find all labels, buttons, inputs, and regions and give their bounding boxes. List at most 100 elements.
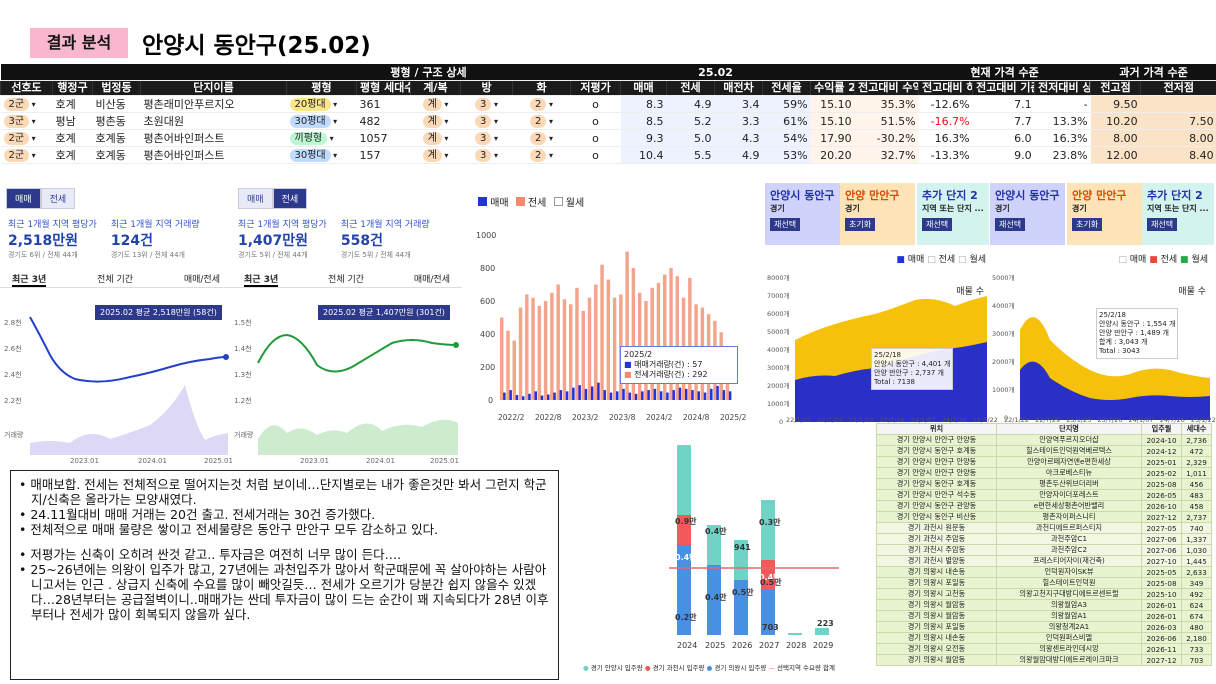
column-header[interactable]: 전고대비 수익률 bbox=[854, 80, 919, 96]
price-line bbox=[257, 333, 457, 373]
supply-cell: 740 bbox=[1181, 522, 1212, 534]
dropdown-pill[interactable]: 끼평형 bbox=[289, 132, 328, 145]
dropdown-pill[interactable]: 20평대 bbox=[289, 98, 331, 111]
dropdown-pill[interactable]: 2 bbox=[530, 115, 547, 128]
chevron-down-icon[interactable]: ▾ bbox=[441, 151, 449, 160]
dropdown-pill[interactable]: 계 bbox=[422, 132, 442, 145]
x-tick: 2025 bbox=[705, 641, 725, 650]
chevron-down-icon[interactable]: ▾ bbox=[29, 134, 36, 143]
chevron-down-icon[interactable]: ▾ bbox=[29, 100, 36, 109]
column-header[interactable]: 전저점 bbox=[1140, 80, 1216, 96]
column-header[interactable]: 단지이름 bbox=[140, 80, 287, 96]
tab-all-period[interactable]: 전체 기간 bbox=[328, 275, 365, 285]
region-select-card[interactable]: 안양 만안구 경기 초기화 bbox=[1067, 183, 1142, 245]
column-header[interactable]: 전고대비 하락 bbox=[918, 80, 973, 96]
chevron-down-icon[interactable]: ▾ bbox=[546, 134, 553, 143]
jeonse-bar bbox=[594, 284, 598, 400]
region-button[interactable]: 재선택 bbox=[995, 218, 1026, 231]
region-button[interactable]: 초기화 bbox=[845, 218, 876, 231]
region-button[interactable]: 재선택 bbox=[922, 218, 953, 231]
region-select-card[interactable]: 안양 만안구 경기 초기화 bbox=[840, 183, 915, 245]
column-header[interactable]: 전저대비 상승 bbox=[1034, 80, 1091, 96]
tab-jeonse[interactable]: 전세 bbox=[40, 188, 76, 209]
column-header[interactable]: 계/복 bbox=[410, 80, 461, 96]
dropdown-pill[interactable]: 계 bbox=[422, 98, 442, 111]
table-row[interactable]: 3군 ▾ 평남 평촌동 초원대원 30평대 ▾ 482 계 ▾ 3 ▾ 2 ▾ o 8.5 5.2 3.… bbox=[0, 112, 1216, 130]
region-select-card[interactable]: 추가 단지 2 지역 또는 단지 ... 재선택 bbox=[917, 183, 989, 245]
chevron-down-icon[interactable]: ▾ bbox=[330, 151, 338, 160]
chevron-down-icon[interactable]: ▾ bbox=[441, 134, 449, 143]
sale-bar bbox=[697, 391, 701, 400]
column-header[interactable]: 매전차 bbox=[714, 80, 763, 96]
table-row[interactable]: 2군 ▾ 호계 호계동 평촌어바인퍼스트 30평대 ▾ 157 계 ▾ 3 ▾ 2 ▾ o 10.4… bbox=[0, 146, 1216, 164]
column-header[interactable]: 화 bbox=[511, 80, 571, 96]
chevron-down-icon[interactable]: ▾ bbox=[330, 100, 338, 109]
kpi-value: 124건 bbox=[110, 233, 153, 249]
chevron-down-icon[interactable]: ▾ bbox=[441, 100, 449, 109]
tab-sale-jeonse[interactable]: 매매/전세 bbox=[183, 275, 220, 285]
dropdown-pill[interactable]: 3 bbox=[475, 149, 492, 162]
tooltip-line: 전세거래량(건) : 292 bbox=[634, 370, 708, 379]
column-header[interactable]: 저평가 bbox=[570, 80, 621, 96]
chevron-down-icon[interactable]: ▾ bbox=[546, 100, 553, 109]
dropdown-pill[interactable]: 2 bbox=[530, 149, 547, 162]
dropdown-pill[interactable]: 2 bbox=[530, 98, 547, 111]
tab-sale[interactable]: 매매 bbox=[238, 188, 273, 209]
dropdown-pill[interactable]: 3군 bbox=[3, 115, 30, 128]
tab-recent-3y[interactable]: 최근 3년 bbox=[244, 272, 279, 287]
chevron-down-icon[interactable]: ▾ bbox=[29, 151, 36, 160]
table-cell: 20.20 bbox=[810, 146, 855, 164]
dropdown-pill[interactable]: 계 bbox=[422, 149, 442, 162]
region-select-card[interactable]: 추가 단지 2 지역 또는 단지 ... 재선택 bbox=[1142, 183, 1214, 245]
region-button[interactable]: 초기화 bbox=[1072, 218, 1103, 231]
column-header[interactable]: 선호도 bbox=[0, 80, 53, 96]
column-header[interactable]: 전세율 bbox=[762, 80, 811, 96]
chevron-down-icon[interactable]: ▾ bbox=[29, 117, 36, 126]
tab-sale-jeonse[interactable]: 매매/전세 bbox=[413, 275, 450, 285]
dropdown-pill[interactable]: 3 bbox=[475, 132, 492, 145]
column-header[interactable]: 매매 bbox=[620, 80, 667, 96]
chevron-down-icon[interactable]: ▾ bbox=[491, 134, 498, 143]
table-row[interactable]: 2군 ▾ 호계 비산동 평촌래미안푸르지오 20평대 ▾ 361 계 ▾ 3 ▾ 2 ▾ o 8.3… bbox=[0, 95, 1216, 113]
tab-all-period[interactable]: 전체 기간 bbox=[97, 275, 134, 285]
column-header[interactable]: 수익률 200% bbox=[810, 80, 855, 96]
chevron-down-icon[interactable]: ▾ bbox=[491, 100, 498, 109]
column-header[interactable]: 전세 bbox=[666, 80, 715, 96]
dropdown-pill[interactable]: 3 bbox=[475, 115, 492, 128]
tab-recent-3y[interactable]: 최근 3년 bbox=[12, 272, 47, 287]
region-select-card[interactable]: 안양시 동안구 경기 재선택 bbox=[990, 183, 1065, 245]
column-header[interactable]: 방 bbox=[460, 80, 513, 96]
jeonse-bar bbox=[525, 294, 529, 400]
chevron-down-icon[interactable]: ▾ bbox=[441, 117, 449, 126]
dropdown-pill[interactable]: 3 bbox=[475, 98, 492, 111]
dropdown-pill[interactable]: 30평대 bbox=[289, 149, 331, 162]
column-header[interactable]: 법정동 bbox=[92, 80, 141, 96]
chevron-down-icon[interactable]: ▾ bbox=[546, 151, 553, 160]
region-button[interactable]: 재선택 bbox=[770, 218, 801, 231]
column-header[interactable]: 평형 세대수 bbox=[356, 80, 411, 96]
dropdown-pill[interactable]: 2군 bbox=[3, 132, 30, 145]
dropdown-pill[interactable]: 30평대 bbox=[289, 115, 331, 128]
region-select-card[interactable]: 안양시 동안구 경기 재선택 bbox=[765, 183, 840, 245]
supply-cell: 2025-10 bbox=[1141, 588, 1182, 600]
table-cell: 7.50 bbox=[1140, 112, 1216, 130]
dropdown-pill[interactable]: 계 bbox=[422, 115, 442, 128]
table-cell: 9.3 bbox=[620, 129, 667, 147]
column-header[interactable]: 행정구 bbox=[52, 80, 93, 96]
column-header[interactable]: 전고점 bbox=[1090, 80, 1141, 96]
legend-swatch bbox=[553, 197, 563, 206]
dropdown-pill[interactable]: 2 bbox=[530, 132, 547, 145]
dropdown-pill[interactable]: 2군 bbox=[3, 149, 30, 162]
dropdown-pill[interactable]: 2군 bbox=[3, 98, 30, 111]
column-header[interactable]: 전고대비 기준가 bbox=[972, 80, 1035, 96]
chevron-down-icon[interactable]: ▾ bbox=[546, 117, 553, 126]
table-row[interactable]: 2군 ▾ 호계 호계동 평촌어바인퍼스트 끼평형 ▾ 1057 계 ▾ 3 ▾ 2 ▾ o 9.3 5… bbox=[0, 129, 1216, 147]
region-button[interactable]: 재선택 bbox=[1147, 218, 1178, 231]
chevron-down-icon[interactable]: ▾ bbox=[491, 151, 498, 160]
column-header[interactable]: 평형 bbox=[286, 80, 357, 96]
chevron-down-icon[interactable]: ▾ bbox=[327, 134, 334, 143]
chevron-down-icon[interactable]: ▾ bbox=[330, 117, 338, 126]
tab-sale[interactable]: 매매 bbox=[6, 188, 41, 209]
tab-jeonse[interactable]: 전세 bbox=[272, 188, 308, 209]
chevron-down-icon[interactable]: ▾ bbox=[491, 117, 498, 126]
